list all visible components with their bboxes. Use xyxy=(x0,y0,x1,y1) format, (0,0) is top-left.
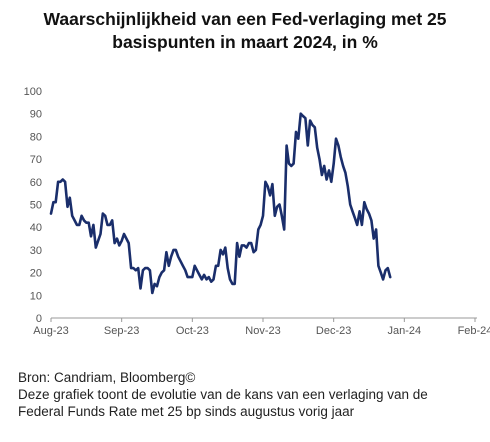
series-layer xyxy=(49,112,392,295)
y-tick-label: 20 xyxy=(30,268,42,280)
source-note: Bron: Candriam, Bloomberg© xyxy=(18,370,196,385)
x-tick-label: Aug-23 xyxy=(33,325,68,337)
series-line xyxy=(49,112,392,295)
chart-title: Waarschijnlijkheid van een Fed-verlaging… xyxy=(0,8,490,54)
y-tick-label: 40 xyxy=(30,222,42,234)
chart-title-line-2: basispunten in maart 2024, in % xyxy=(112,32,378,52)
y-tick-label: 70 xyxy=(30,154,42,166)
chart-footer: Bron: Candriam, Bloomberg© Deze grafiek … xyxy=(18,369,483,420)
y-tick-label: 100 xyxy=(24,86,42,98)
description-line-2: Federal Funds Rate met 25 bp sinds augus… xyxy=(18,404,355,419)
chart-title-line-1: Waarschijnlijkheid van een Fed-verlaging… xyxy=(43,9,447,29)
x-tick-label: Dec-23 xyxy=(316,325,351,337)
y-tick-label: 90 xyxy=(30,109,42,121)
x-tick-label: Feb-24 xyxy=(458,325,490,337)
y-tick-label: 80 xyxy=(30,131,42,143)
description-line-1: Deze grafiek toont de evolutie van de ka… xyxy=(18,387,428,402)
y-tick-label: 60 xyxy=(30,177,42,189)
x-tick-label: Sep-23 xyxy=(104,325,139,337)
y-tick-label: 30 xyxy=(30,245,42,257)
y-axis: 0 10 20 30 40 50 60 70 80 90 100 xyxy=(24,86,42,325)
x-tick-label: Nov-23 xyxy=(245,325,280,337)
y-tick-label: 10 xyxy=(30,290,42,302)
x-tick-label: Oct-23 xyxy=(176,325,209,337)
x-axis: Aug-23 Sep-23 Oct-23 Nov-23 Dec-23 Jan-24 Feb-… xyxy=(33,317,490,337)
x-tick-label: Jan-24 xyxy=(388,325,422,337)
y-tick-label: 0 xyxy=(36,313,42,325)
y-tick-label: 50 xyxy=(30,200,42,212)
